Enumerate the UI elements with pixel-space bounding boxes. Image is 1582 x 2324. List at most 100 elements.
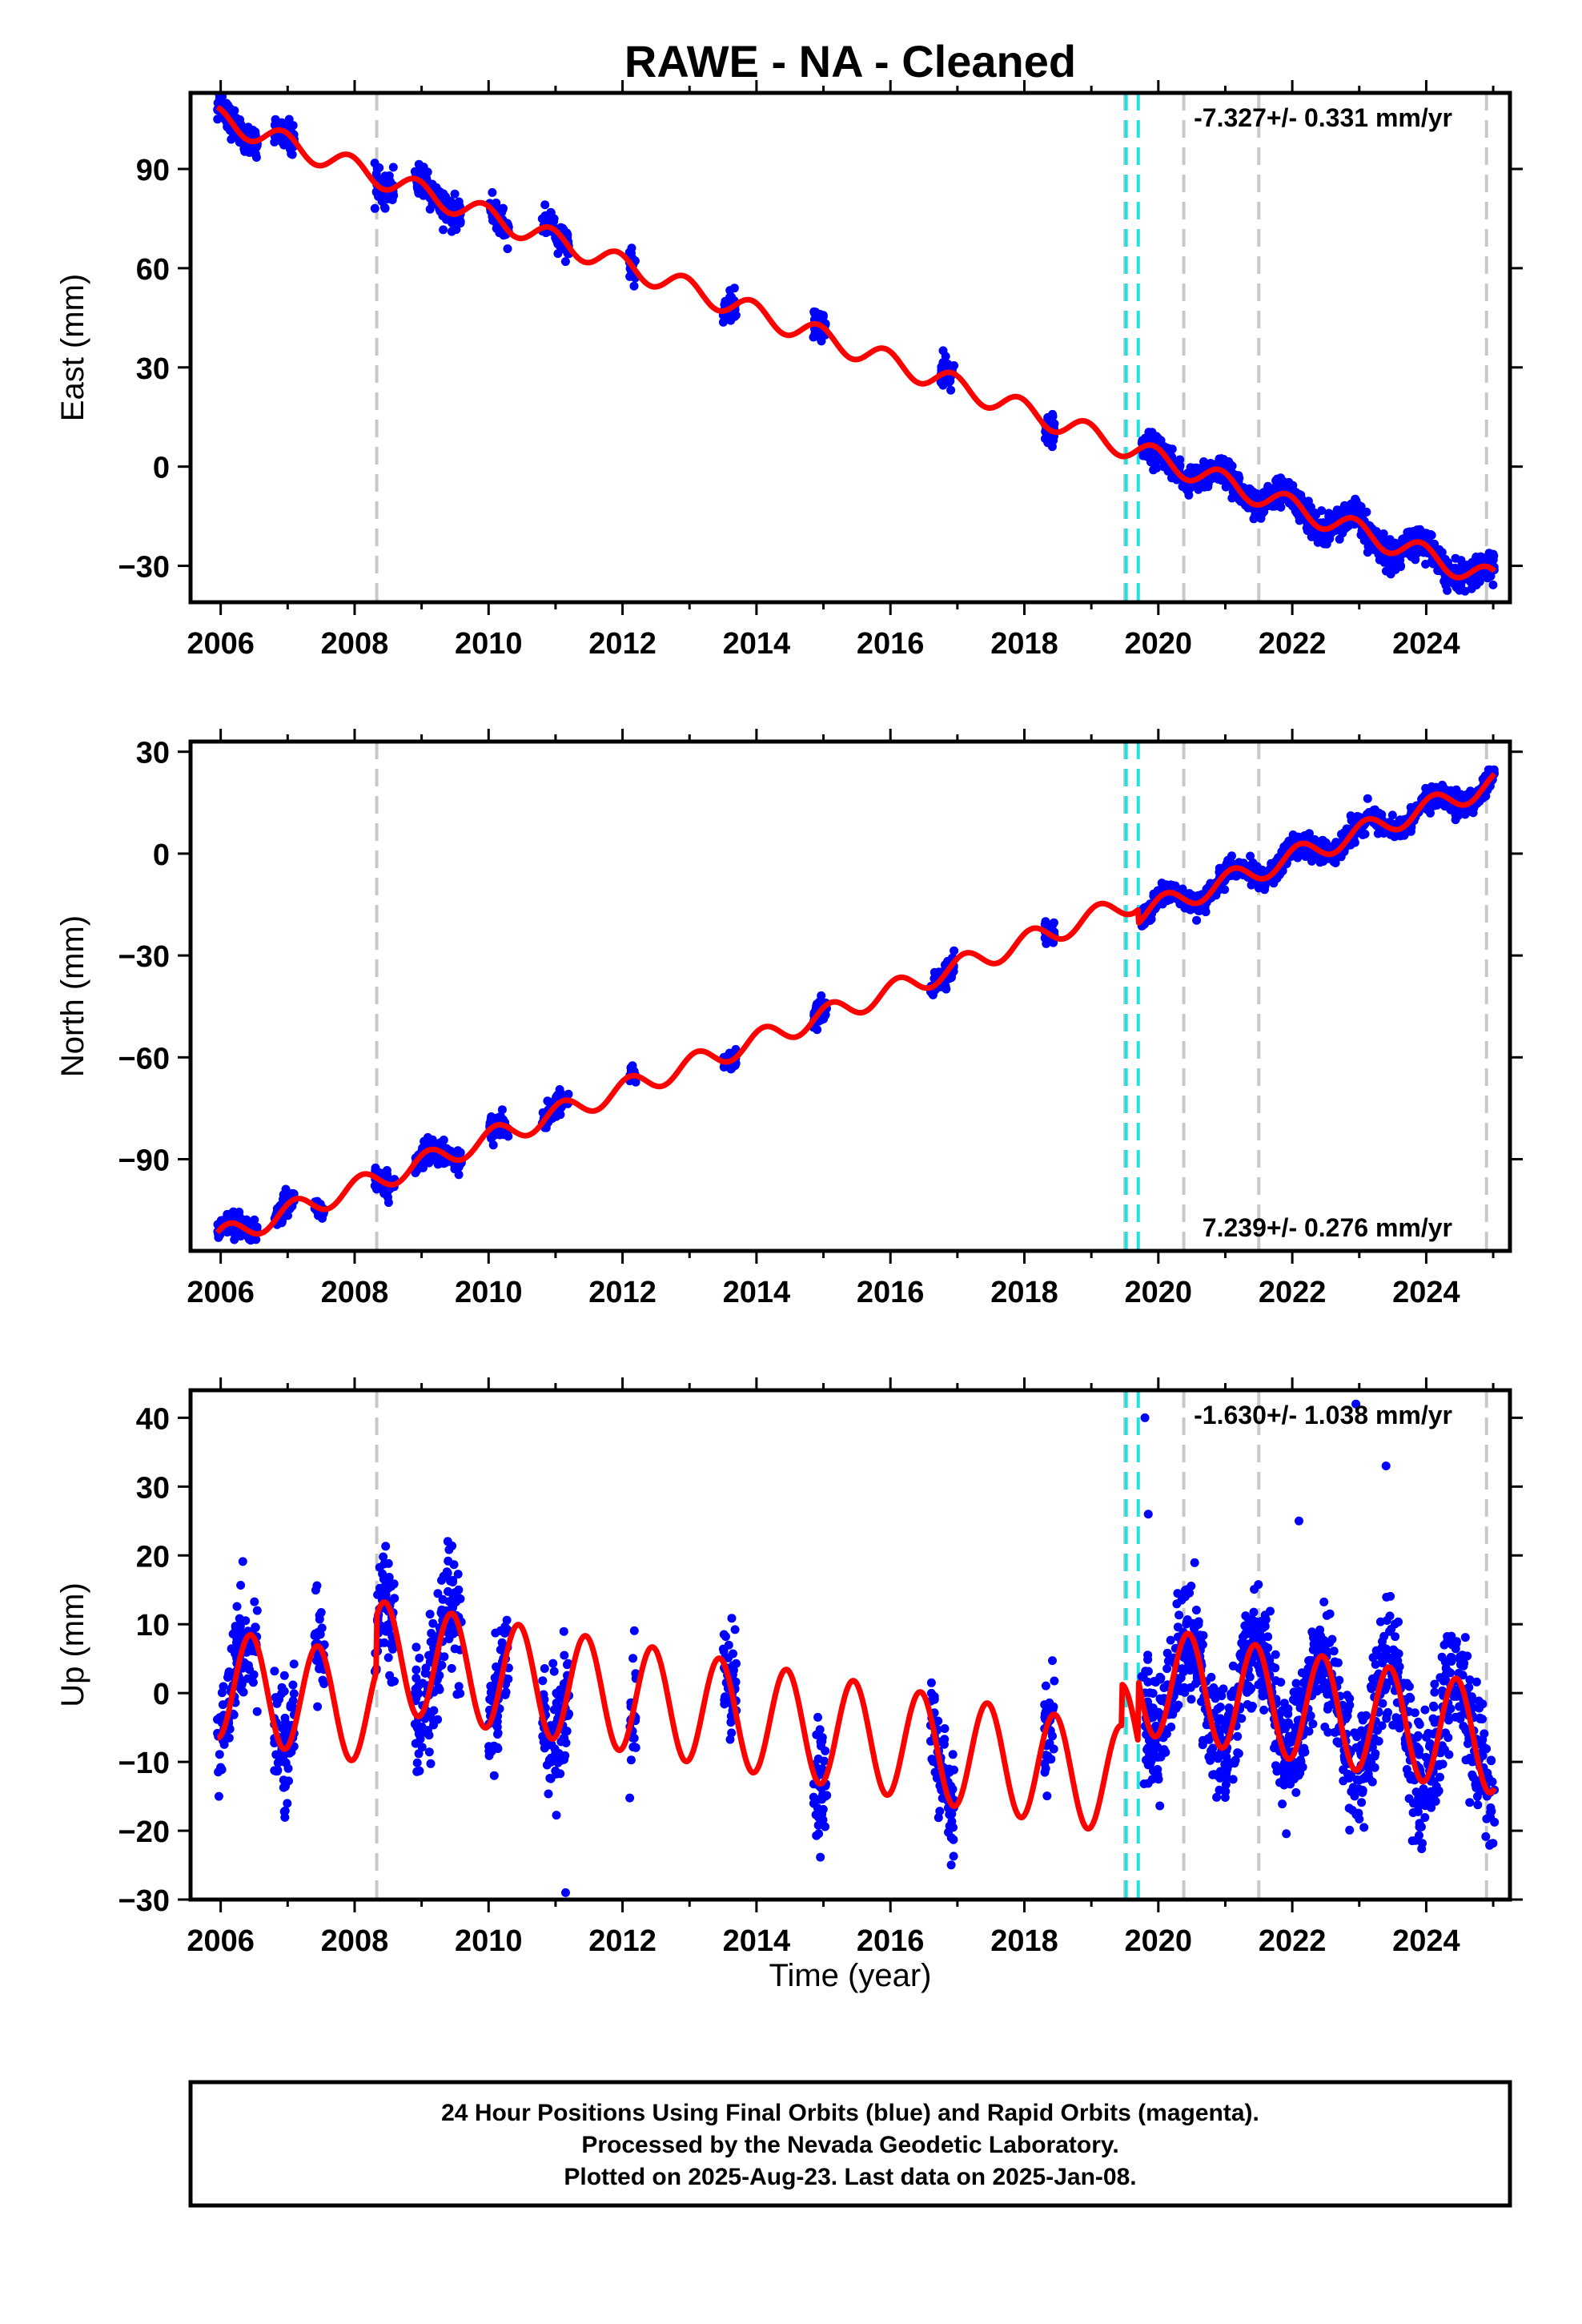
data-point	[721, 1632, 730, 1642]
x-tick-label: 2006	[187, 1276, 255, 1309]
data-point	[1488, 580, 1498, 589]
data-point	[370, 1181, 379, 1191]
up-panel: 2006 2008 2010 2012 2014 2016 2018 2020 2022 2024…	[55, 1377, 1523, 1958]
data-point	[414, 1749, 424, 1759]
data-point	[730, 1625, 740, 1634]
data-point	[383, 1653, 393, 1663]
data-point	[1484, 765, 1493, 774]
data-point	[945, 1810, 954, 1819]
data-point	[493, 1728, 503, 1738]
data-point	[1391, 565, 1400, 574]
data-point	[817, 1736, 827, 1746]
data-point	[1215, 454, 1224, 464]
data-point	[1228, 488, 1238, 497]
data-point	[809, 1799, 818, 1808]
data-point	[452, 225, 461, 235]
x-tick-label: 2006	[187, 627, 255, 661]
data-point	[1245, 484, 1255, 493]
data-point	[1041, 1763, 1050, 1773]
data-point	[540, 1664, 549, 1673]
data-point	[422, 173, 431, 183]
x-tick-label: 2024	[1392, 1276, 1460, 1309]
data-point	[504, 1675, 513, 1684]
data-point	[1452, 807, 1462, 816]
data-point	[552, 1769, 561, 1779]
data-point	[425, 204, 435, 214]
data-point	[379, 1638, 389, 1647]
data-point	[239, 1687, 248, 1697]
data-point	[1415, 545, 1423, 554]
data-point	[1192, 915, 1202, 925]
data-point	[948, 1750, 958, 1759]
data-point	[380, 203, 390, 213]
data-point	[247, 1221, 257, 1230]
data-point	[1222, 458, 1231, 468]
data-point	[284, 115, 294, 124]
y-tick-label: 30	[136, 737, 170, 770]
data-point	[428, 1618, 438, 1628]
data-point	[930, 1694, 939, 1703]
model-fit-curve	[215, 104, 1497, 581]
data-point	[312, 1581, 322, 1590]
data-point	[223, 100, 233, 110]
data-point	[1043, 1751, 1053, 1761]
x-tick-label: 2012	[588, 627, 656, 661]
data-point	[1363, 794, 1372, 803]
y-tick-label: 30	[136, 352, 170, 386]
data-point	[940, 1724, 950, 1733]
data-point	[279, 1775, 288, 1785]
data-point	[213, 99, 223, 107]
data-point	[411, 167, 420, 177]
data-point	[1047, 442, 1057, 452]
data-point	[496, 1645, 505, 1655]
y-axis-label: North (mm)	[55, 915, 90, 1077]
data-point	[813, 1025, 822, 1035]
data-point	[415, 1654, 424, 1663]
data-point	[1473, 576, 1483, 585]
data-point	[936, 377, 946, 387]
data-point	[1427, 530, 1436, 540]
data-point	[560, 257, 570, 267]
data-point	[289, 1659, 299, 1669]
plot-area	[213, 1390, 1500, 1900]
data-point	[627, 1065, 636, 1074]
data-point	[813, 1712, 822, 1722]
data-point	[1048, 412, 1058, 421]
data-point	[1049, 918, 1058, 927]
data-point	[544, 1789, 553, 1799]
data-point	[217, 1688, 227, 1698]
data-point	[818, 1804, 828, 1814]
data-point	[235, 1208, 244, 1216]
data-point	[556, 1755, 566, 1765]
data-point	[288, 1680, 298, 1690]
x-tick-label: 2010	[455, 1276, 523, 1309]
data-point	[427, 1629, 436, 1638]
data-point	[732, 1659, 741, 1668]
data-point	[1371, 527, 1381, 537]
data-point	[384, 171, 394, 180]
data-point	[949, 1852, 958, 1861]
data-point	[1184, 490, 1194, 500]
data-point	[725, 1735, 735, 1744]
data-point	[273, 131, 283, 141]
data-point	[1299, 847, 1309, 857]
data-point	[1041, 1681, 1050, 1691]
data-point	[629, 1626, 639, 1635]
north-panel: 2006 2008 2010 2012 2014 2016 2018 2020 2022 2024…	[55, 729, 1523, 1309]
data-point	[559, 1626, 568, 1636]
data-point	[625, 1793, 635, 1803]
east-panel: 2006 2008 2010 2012 2014 2016 2018 2020 2022 2024…	[55, 80, 1523, 661]
data-point	[288, 1696, 298, 1706]
x-tick-label: 2024	[1392, 627, 1460, 661]
data-point	[370, 203, 379, 213]
data-point	[452, 1690, 462, 1699]
data-point	[550, 1744, 560, 1754]
data-point	[283, 1763, 293, 1773]
data-point	[439, 225, 448, 235]
data-point	[370, 159, 379, 168]
data-point	[415, 1766, 424, 1775]
data-point	[939, 1739, 949, 1749]
data-point	[1307, 856, 1316, 866]
data-point	[446, 1576, 455, 1586]
data-point	[250, 143, 259, 152]
